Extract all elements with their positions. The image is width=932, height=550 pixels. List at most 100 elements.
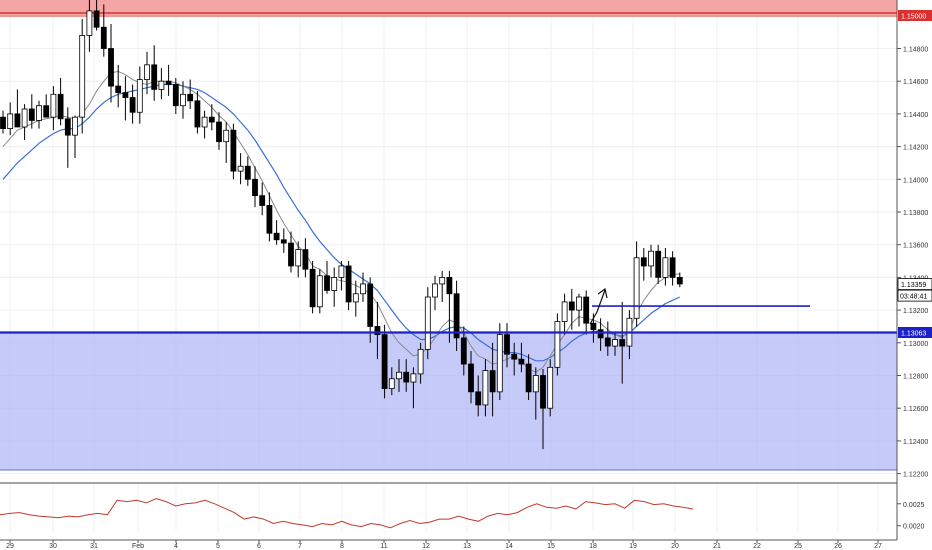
candle-bearish [619, 339, 626, 347]
candle-bullish [417, 348, 424, 375]
candle-bullish [532, 375, 539, 393]
candle-bearish [288, 242, 294, 267]
candle-bullish [424, 296, 431, 350]
candle-bearish [122, 92, 129, 98]
candle-bearish [266, 205, 273, 234]
candle-bearish [115, 85, 122, 94]
oscillator-tick-label: 0.0025 [903, 502, 925, 509]
candle-bearish [165, 80, 172, 85]
time-tick-label: 12 [422, 543, 430, 550]
price-tick-label: 1.13800 [903, 210, 928, 217]
candle-bullish [201, 116, 208, 128]
candle-bearish [93, 10, 100, 28]
candle-bullish [482, 370, 489, 406]
candle-bullish [612, 339, 618, 347]
support-zone [0, 332, 897, 470]
price-tick-label: 1.12200 [903, 472, 928, 479]
candle-bearish [504, 334, 510, 355]
candle-bearish [244, 165, 251, 180]
oscillator-tick-label: 0.0020 [903, 524, 925, 531]
candle-bullish [410, 373, 417, 383]
candle-bearish [187, 93, 194, 102]
countdown-tag [897, 289, 932, 302]
resistance-price-tag-label: 1.15000 [901, 14, 926, 21]
candle-bearish [100, 26, 107, 49]
price-tick-label: 1.14400 [903, 112, 928, 119]
price-tick-label: 1.14200 [903, 145, 928, 152]
time-tick-label: 19 [629, 543, 637, 550]
resistance-zone [0, 0, 897, 15]
candle-bearish [324, 275, 330, 291]
candle-bearish [669, 257, 676, 278]
time-tick-label: 25 [794, 543, 802, 550]
annotations [589, 287, 608, 325]
candle-bullish [388, 378, 395, 389]
candle-bearish [57, 93, 64, 120]
time-tick-label: 27 [874, 543, 882, 550]
candle-bearish [302, 249, 309, 270]
candle-bullish [295, 249, 302, 267]
candle-bearish [604, 337, 611, 347]
candle-bullish [496, 334, 503, 393]
candle-bullish [36, 105, 42, 121]
price-tick-label: 1.13000 [903, 341, 928, 348]
candle-bearish [525, 363, 532, 393]
candle-bearish [309, 268, 316, 308]
candle-bearish [468, 363, 474, 393]
candle-bearish [403, 371, 410, 383]
candle-bearish [108, 48, 114, 87]
candle-bearish [129, 97, 136, 113]
time-tick-label: 21 [713, 543, 721, 550]
time-tick-label: Feb [132, 543, 144, 550]
price-tick-label: 1.12800 [903, 374, 928, 381]
candle-bearish [28, 108, 35, 121]
candle-bullish [561, 301, 568, 322]
candle-bearish [374, 326, 381, 336]
candle-bearish [172, 84, 179, 107]
candle-bullish [158, 80, 165, 90]
candles [0, 0, 683, 450]
candle-bearish [0, 116, 6, 130]
time-tick-label: 5 [216, 543, 220, 550]
candle-bearish [518, 358, 525, 365]
support-price-tag-label: 1.13063 [901, 330, 926, 337]
price-tick-label: 1.12400 [903, 439, 928, 446]
time-tick-label: 4 [174, 543, 178, 550]
candle-bearish [655, 250, 662, 278]
support-price-tag [898, 326, 932, 338]
time-tick-label: 8 [340, 543, 344, 550]
candle-bearish [252, 178, 258, 197]
candle-bullish [79, 35, 86, 118]
candle-bullish [648, 250, 654, 267]
price-tick-label: 1.14000 [903, 177, 928, 184]
time-tick-label: 13 [463, 543, 471, 550]
candle-bearish [453, 293, 460, 339]
candle-bearish [151, 64, 158, 90]
countdown-tag-label: 03:48:41 [900, 294, 927, 301]
candle-bullish [554, 321, 561, 368]
candle-bullish [547, 366, 554, 409]
time-tick-label: 15 [547, 543, 555, 550]
candle-bearish [273, 232, 280, 241]
candle-bearish [259, 195, 266, 206]
price-tick-label: 1.13200 [903, 308, 928, 315]
candle-bearish [64, 118, 71, 136]
resistance-price-tag [898, 10, 932, 21]
candle-bullish [396, 371, 402, 380]
candle-bearish [280, 239, 287, 244]
candle-bearish [583, 296, 590, 324]
candle-bearish [597, 329, 604, 339]
candle-bullish [331, 276, 338, 291]
candle-bearish [568, 301, 575, 311]
oscillator-line [0, 497, 694, 529]
time-tick-label: 6 [257, 543, 261, 550]
candle-bearish [460, 337, 467, 365]
oscillator-panel: 0.0025 0.0020 [0, 482, 925, 531]
price-tick-label: 1.14600 [903, 79, 928, 86]
price-tick-label: 1.14800 [903, 47, 928, 54]
candle-bullish [180, 93, 186, 107]
price-zones [0, 0, 897, 471]
time-tick-label: 7 [298, 543, 302, 550]
